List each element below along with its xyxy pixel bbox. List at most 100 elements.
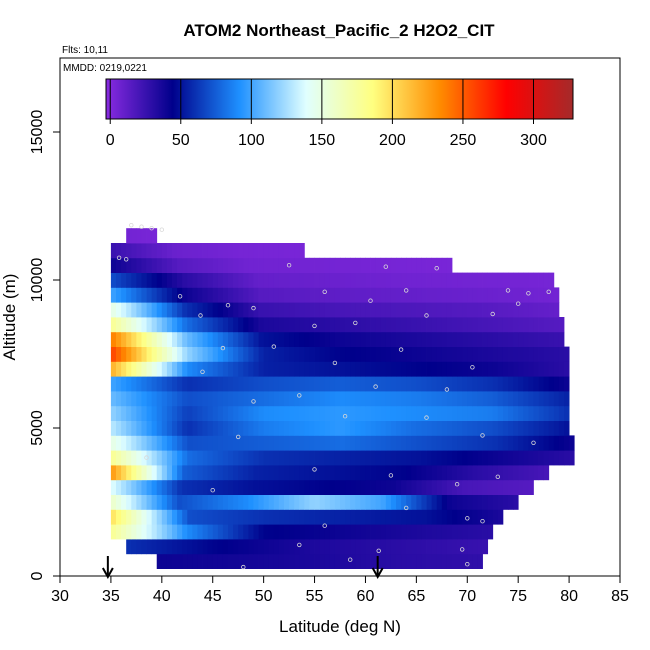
- heatmap-cell: [273, 420, 280, 436]
- heatmap-cell: [355, 465, 361, 481]
- heatmap-cell: [268, 361, 275, 377]
- heatmap-cell: [406, 553, 412, 569]
- heatmap-cell: [452, 405, 458, 421]
- heatmap-cell: [253, 287, 259, 303]
- heatmap-cell: [421, 302, 427, 318]
- heatmap-cell: [350, 317, 356, 333]
- heatmap-cell: [304, 317, 310, 333]
- heatmap-cell: [263, 509, 270, 525]
- heatmap-cell: [390, 553, 397, 569]
- heatmap-cell: [370, 302, 377, 318]
- heatmap-cell: [172, 405, 178, 421]
- heatmap-cell: [431, 257, 438, 273]
- heatmap-cell: [126, 479, 132, 495]
- heatmap-cell: [370, 391, 377, 407]
- heatmap-cell: [324, 257, 331, 273]
- heatmap-cell: [329, 479, 336, 495]
- heatmap-cell: [278, 331, 285, 347]
- heatmap-cell: [156, 376, 163, 392]
- heatmap-cell: [497, 317, 504, 333]
- heatmap-cell: [202, 405, 209, 421]
- heatmap-cell: [161, 405, 168, 421]
- heatmap-cell: [299, 450, 305, 466]
- heatmap-cell: [233, 539, 239, 555]
- heatmap-cell: [141, 405, 147, 421]
- heatmap-cell: [426, 391, 433, 407]
- heatmap-cell: [314, 465, 321, 481]
- heatmap-cell: [146, 257, 153, 273]
- heatmap-cell: [233, 287, 239, 303]
- colorbar-tick-label: 100: [238, 132, 265, 149]
- heatmap-cell: [309, 287, 315, 303]
- heatmap-cell: [207, 243, 214, 259]
- heatmap-cell: [472, 331, 478, 347]
- heatmap-cell: [477, 302, 483, 318]
- heatmap-cell: [492, 361, 499, 377]
- heatmap-cell: [121, 435, 127, 451]
- heatmap-cell: [502, 465, 509, 481]
- sample-point: [516, 301, 521, 306]
- heatmap-cell: [467, 272, 473, 288]
- heatmap-cell: [197, 243, 203, 259]
- heatmap-cell: [436, 405, 443, 421]
- heatmap-cell: [121, 302, 127, 318]
- heatmap-cell: [197, 391, 203, 407]
- heatmap-cell: [263, 287, 270, 303]
- heatmap-cell: [390, 524, 397, 540]
- heatmap-cell: [304, 331, 310, 347]
- heatmap-cell: [396, 524, 402, 540]
- heatmap-cell: [543, 376, 550, 392]
- heatmap-cell: [207, 405, 214, 421]
- heatmap-cell: [401, 479, 407, 495]
- heatmap-cell: [385, 391, 392, 407]
- heatmap-cell: [523, 420, 529, 436]
- heatmap-cell: [243, 391, 249, 407]
- heatmap-cell: [299, 257, 305, 273]
- heatmap-cell: [360, 494, 366, 510]
- heatmap-cell: [472, 465, 478, 481]
- heatmap-cell: [151, 479, 158, 495]
- heatmap-cell: [217, 553, 224, 569]
- heatmap-cell: [268, 257, 275, 273]
- heatmap-cell: [304, 509, 310, 525]
- heatmap-cell: [222, 317, 229, 333]
- heatmap-cell: [457, 272, 463, 288]
- heatmap-cell: [340, 509, 346, 525]
- heatmap-cell: [202, 272, 209, 288]
- heatmap-cell: [278, 376, 285, 392]
- heatmap-cell: [416, 420, 422, 436]
- heatmap-cell: [324, 405, 331, 421]
- heatmap-cell: [294, 420, 300, 436]
- heatmap-cell: [385, 257, 392, 273]
- heatmap-cell: [436, 257, 443, 273]
- heatmap-cell: [151, 302, 158, 318]
- heatmap-cell: [166, 509, 173, 525]
- heatmap-cell: [492, 302, 499, 318]
- heatmap-cell: [182, 509, 188, 525]
- heatmap-cell: [126, 435, 132, 451]
- heatmap-cell: [355, 302, 361, 318]
- heatmap-cell: [441, 509, 448, 525]
- heatmap-cell: [263, 450, 270, 466]
- heatmap-cell: [156, 302, 163, 318]
- heatmap-cell: [177, 509, 183, 525]
- heatmap-cell: [518, 331, 524, 347]
- heatmap-cell: [457, 346, 463, 362]
- heatmap-cell: [324, 553, 331, 569]
- heatmap-cell: [151, 361, 158, 377]
- heatmap-cell: [141, 450, 147, 466]
- heatmap-cell: [299, 361, 305, 377]
- heatmap-cell: [406, 479, 412, 495]
- heatmap-cell: [151, 228, 158, 244]
- heatmap-cell: [156, 494, 163, 510]
- heatmap-cell: [273, 331, 280, 347]
- chart-title: ATOM2 Northeast_Pacific_2 H2O2_CIT: [183, 21, 495, 40]
- heatmap-cell: [528, 302, 534, 318]
- heatmap-cell: [233, 479, 239, 495]
- heatmap-cell: [538, 272, 545, 288]
- heatmap-cell: [385, 376, 392, 392]
- heatmap-cell: [558, 346, 565, 362]
- sample-point: [444, 387, 450, 392]
- heatmap-cell: [406, 450, 412, 466]
- heatmap-cell: [248, 331, 254, 347]
